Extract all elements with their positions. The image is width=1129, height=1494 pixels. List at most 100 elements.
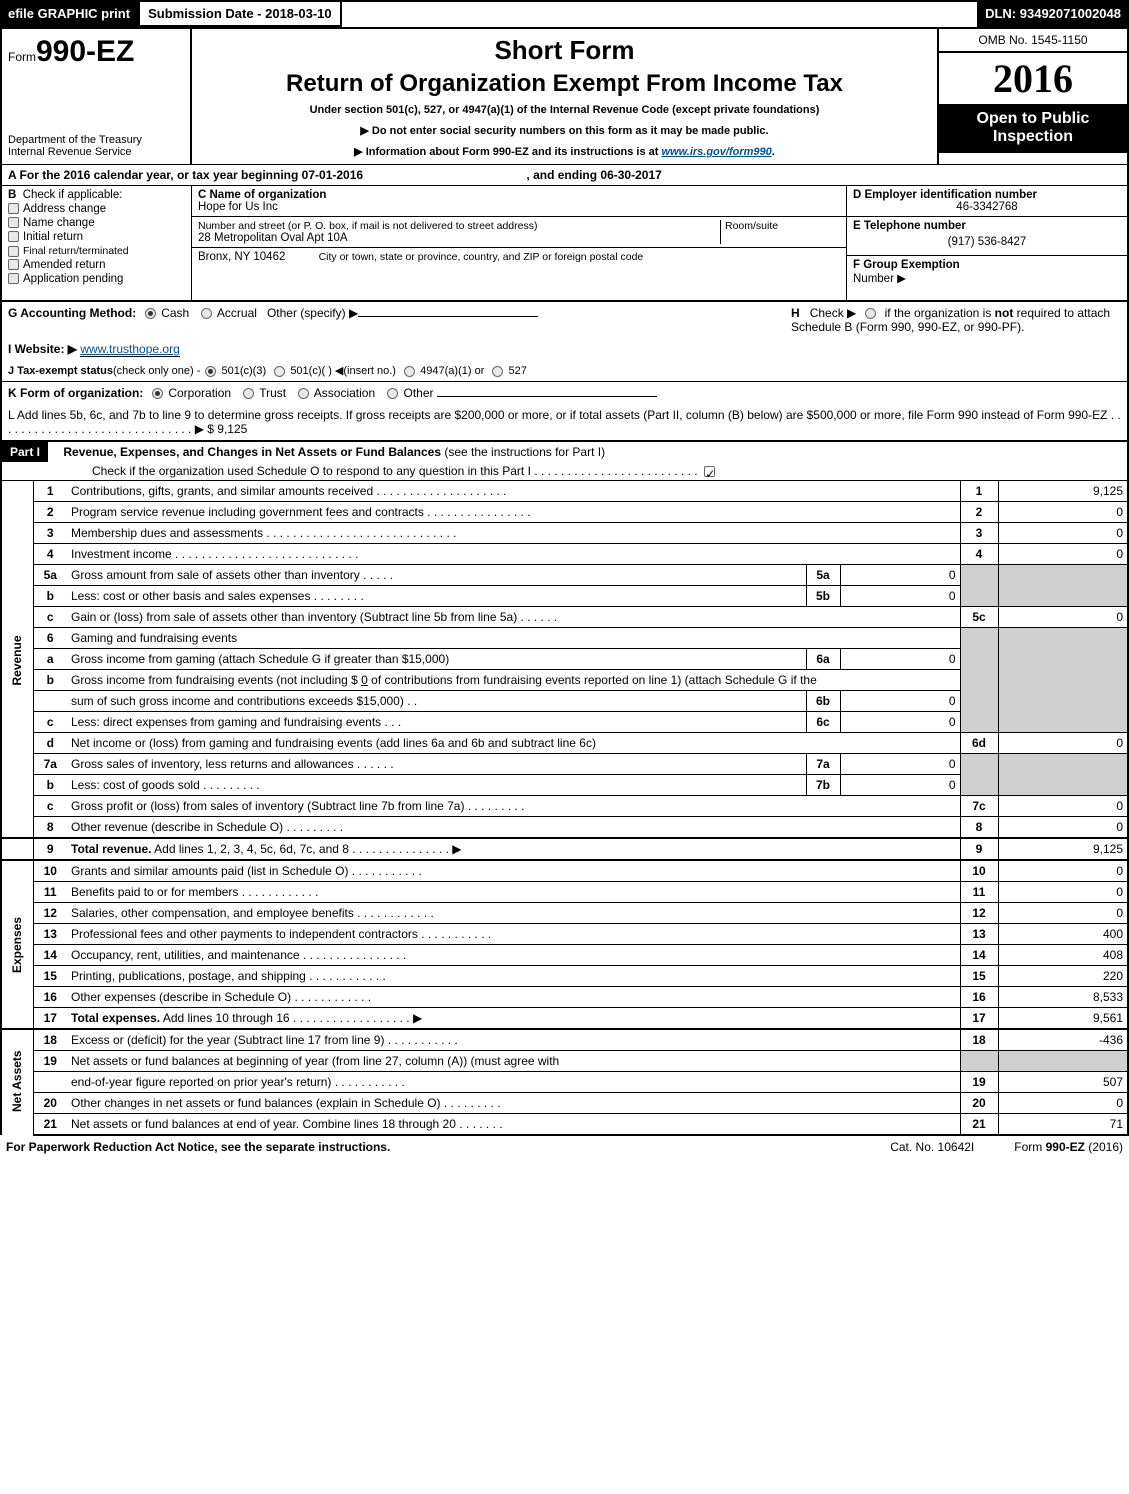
footer-right: Form 990-EZ (2016) (1014, 1140, 1123, 1154)
row-desc: Printing, publications, postage, and shi… (67, 966, 960, 987)
line-a-prefix: A For the 2016 calendar year, or tax yea… (8, 168, 302, 182)
room-label: Room/suite (725, 220, 840, 232)
checkbox-initial-return[interactable] (8, 231, 19, 242)
footer-center: Cat. No. 10642I (890, 1140, 974, 1154)
row-rn: 11 (960, 882, 998, 903)
line-gh: G Accounting Method: Cash Accrual Other … (0, 300, 1129, 338)
row-mv: 0 (840, 775, 960, 796)
row-num: b (33, 670, 67, 691)
row-rn: 15 (960, 966, 998, 987)
row-desc: Occupancy, rent, utilities, and maintena… (67, 945, 960, 966)
top-bar: efile GRAPHIC print Submission Date - 20… (0, 0, 1129, 27)
form-header: Form990-EZ Department of the Treasury In… (0, 27, 1129, 164)
row-num: b (33, 775, 67, 796)
line-k: K Form of organization: Corporation Trus… (0, 382, 1129, 404)
row-desc: Other changes in net assets or fund bala… (67, 1093, 960, 1114)
row-num: 8 (33, 817, 67, 839)
row-mn: 6b (806, 691, 840, 712)
j-opt4: 527 (509, 365, 527, 377)
part1-title-suffix: (see the instructions for Part I) (441, 445, 605, 459)
line-h-not: not (995, 306, 1014, 320)
row-mv: 0 (840, 754, 960, 775)
do-not-enter: ▶ Do not enter social security numbers o… (202, 124, 927, 137)
row-num: 15 (33, 966, 67, 987)
header-right: OMB No. 1545-1150 2016 Open to Public In… (937, 29, 1127, 164)
row-rn: 14 (960, 945, 998, 966)
box-f-label: F Group Exemption (853, 259, 960, 271)
radio-501c[interactable] (274, 366, 285, 377)
line-j: J Tax-exempt status(check only one) - 50… (0, 360, 1129, 382)
row-desc-rest: Add lines 10 through 16 . . . . . . . . … (160, 1011, 422, 1025)
radio-other-org[interactable] (387, 388, 398, 399)
checkbox-application-pending[interactable] (8, 273, 19, 284)
row-rn: 10 (960, 860, 998, 882)
row-desc: Contributions, gifts, grants, and simila… (67, 481, 960, 502)
radio-association[interactable] (298, 388, 309, 399)
info-suffix: . (772, 146, 775, 158)
chk-label-0: Address change (23, 203, 106, 215)
row-rv: -436 (998, 1029, 1128, 1051)
box-b: B Check if applicable: Address change Na… (2, 186, 192, 300)
row-rn: 13 (960, 924, 998, 945)
line-l: L Add lines 5b, 6c, and 7b to line 9 to … (0, 404, 1129, 440)
org-name: Hope for Us Inc (198, 201, 840, 213)
other-specify-input[interactable] (358, 316, 538, 317)
dept-line2: Internal Revenue Service (8, 146, 184, 158)
row-mn: 6a (806, 649, 840, 670)
checkbox-schedule-o[interactable]: ✓ (704, 466, 715, 477)
radio-corporation[interactable] (152, 388, 163, 399)
box-c: C Name of organization Hope for Us Inc N… (192, 186, 847, 300)
checkbox-amended-return[interactable] (8, 259, 19, 270)
row-desc: Net assets or fund balances at beginning… (67, 1051, 960, 1072)
row-num: c (33, 712, 67, 733)
phone-value: (917) 536-8427 (853, 232, 1121, 252)
website-link[interactable]: www.trusthope.org (80, 342, 179, 357)
row-desc: Gross income from fundraising events (no… (67, 670, 960, 691)
radio-501c3[interactable] (205, 366, 216, 377)
other-org-input[interactable] (437, 396, 657, 397)
sidebar-revenue: Revenue (1, 481, 33, 839)
radio-4947[interactable] (404, 366, 415, 377)
side-sep (1, 838, 33, 860)
row-rv: 0 (998, 796, 1128, 817)
row-rn (960, 775, 998, 796)
radio-cash[interactable] (145, 308, 156, 319)
radio-schedule-b[interactable] (865, 308, 876, 319)
radio-527[interactable] (492, 366, 503, 377)
row-num: 11 (33, 882, 67, 903)
row-rv (998, 586, 1128, 607)
row-rn: 1 (960, 481, 998, 502)
row-rv: 408 (998, 945, 1128, 966)
row-ins: 0 (361, 673, 368, 687)
row-desc: Membership dues and assessments . . . . … (67, 523, 960, 544)
radio-trust[interactable] (243, 388, 254, 399)
return-title: Return of Organization Exempt From Incom… (202, 70, 927, 98)
row-rn: 7c (960, 796, 998, 817)
checkbox-name-change[interactable] (8, 217, 19, 228)
row-rn (960, 1051, 998, 1072)
row-num: 4 (33, 544, 67, 565)
line-l-text: L Add lines 5b, 6c, and 7b to line 9 to … (8, 408, 1121, 436)
row-desc: Less: cost of goods sold . . . . . . . .… (67, 775, 806, 796)
line-a: A For the 2016 calendar year, or tax yea… (0, 164, 1129, 186)
footer-left: For Paperwork Reduction Act Notice, see … (6, 1140, 390, 1154)
other-label: Other (specify) ▶ (267, 306, 358, 320)
box-d-label: D Employer identification number (853, 189, 1037, 201)
row-desc: sum of such gross income and contributio… (67, 691, 806, 712)
j-opt2: 501(c)( ) ◀(insert no.) (290, 365, 396, 377)
radio-accrual[interactable] (201, 308, 212, 319)
j-opt1: 501(c)(3) (222, 365, 267, 377)
row-desc: Other expenses (describe in Schedule O) … (67, 987, 960, 1008)
irs-link[interactable]: www.irs.gov/form990 (662, 146, 772, 158)
open-line2: Inspection (943, 128, 1123, 146)
checkbox-address-change[interactable] (8, 203, 19, 214)
header-center: Short Form Return of Organization Exempt… (192, 29, 937, 164)
part1-label: Part I (2, 442, 48, 462)
part1-check-line: Check if the organization used Schedule … (92, 464, 698, 478)
row-desc-bold: Total expenses. (71, 1011, 160, 1025)
chk-label-2: Initial return (23, 231, 83, 243)
chk-label-5: Application pending (23, 273, 123, 285)
form-number-value: 990-EZ (36, 35, 134, 68)
row-rn: 16 (960, 987, 998, 1008)
checkbox-final-return[interactable] (8, 246, 19, 257)
